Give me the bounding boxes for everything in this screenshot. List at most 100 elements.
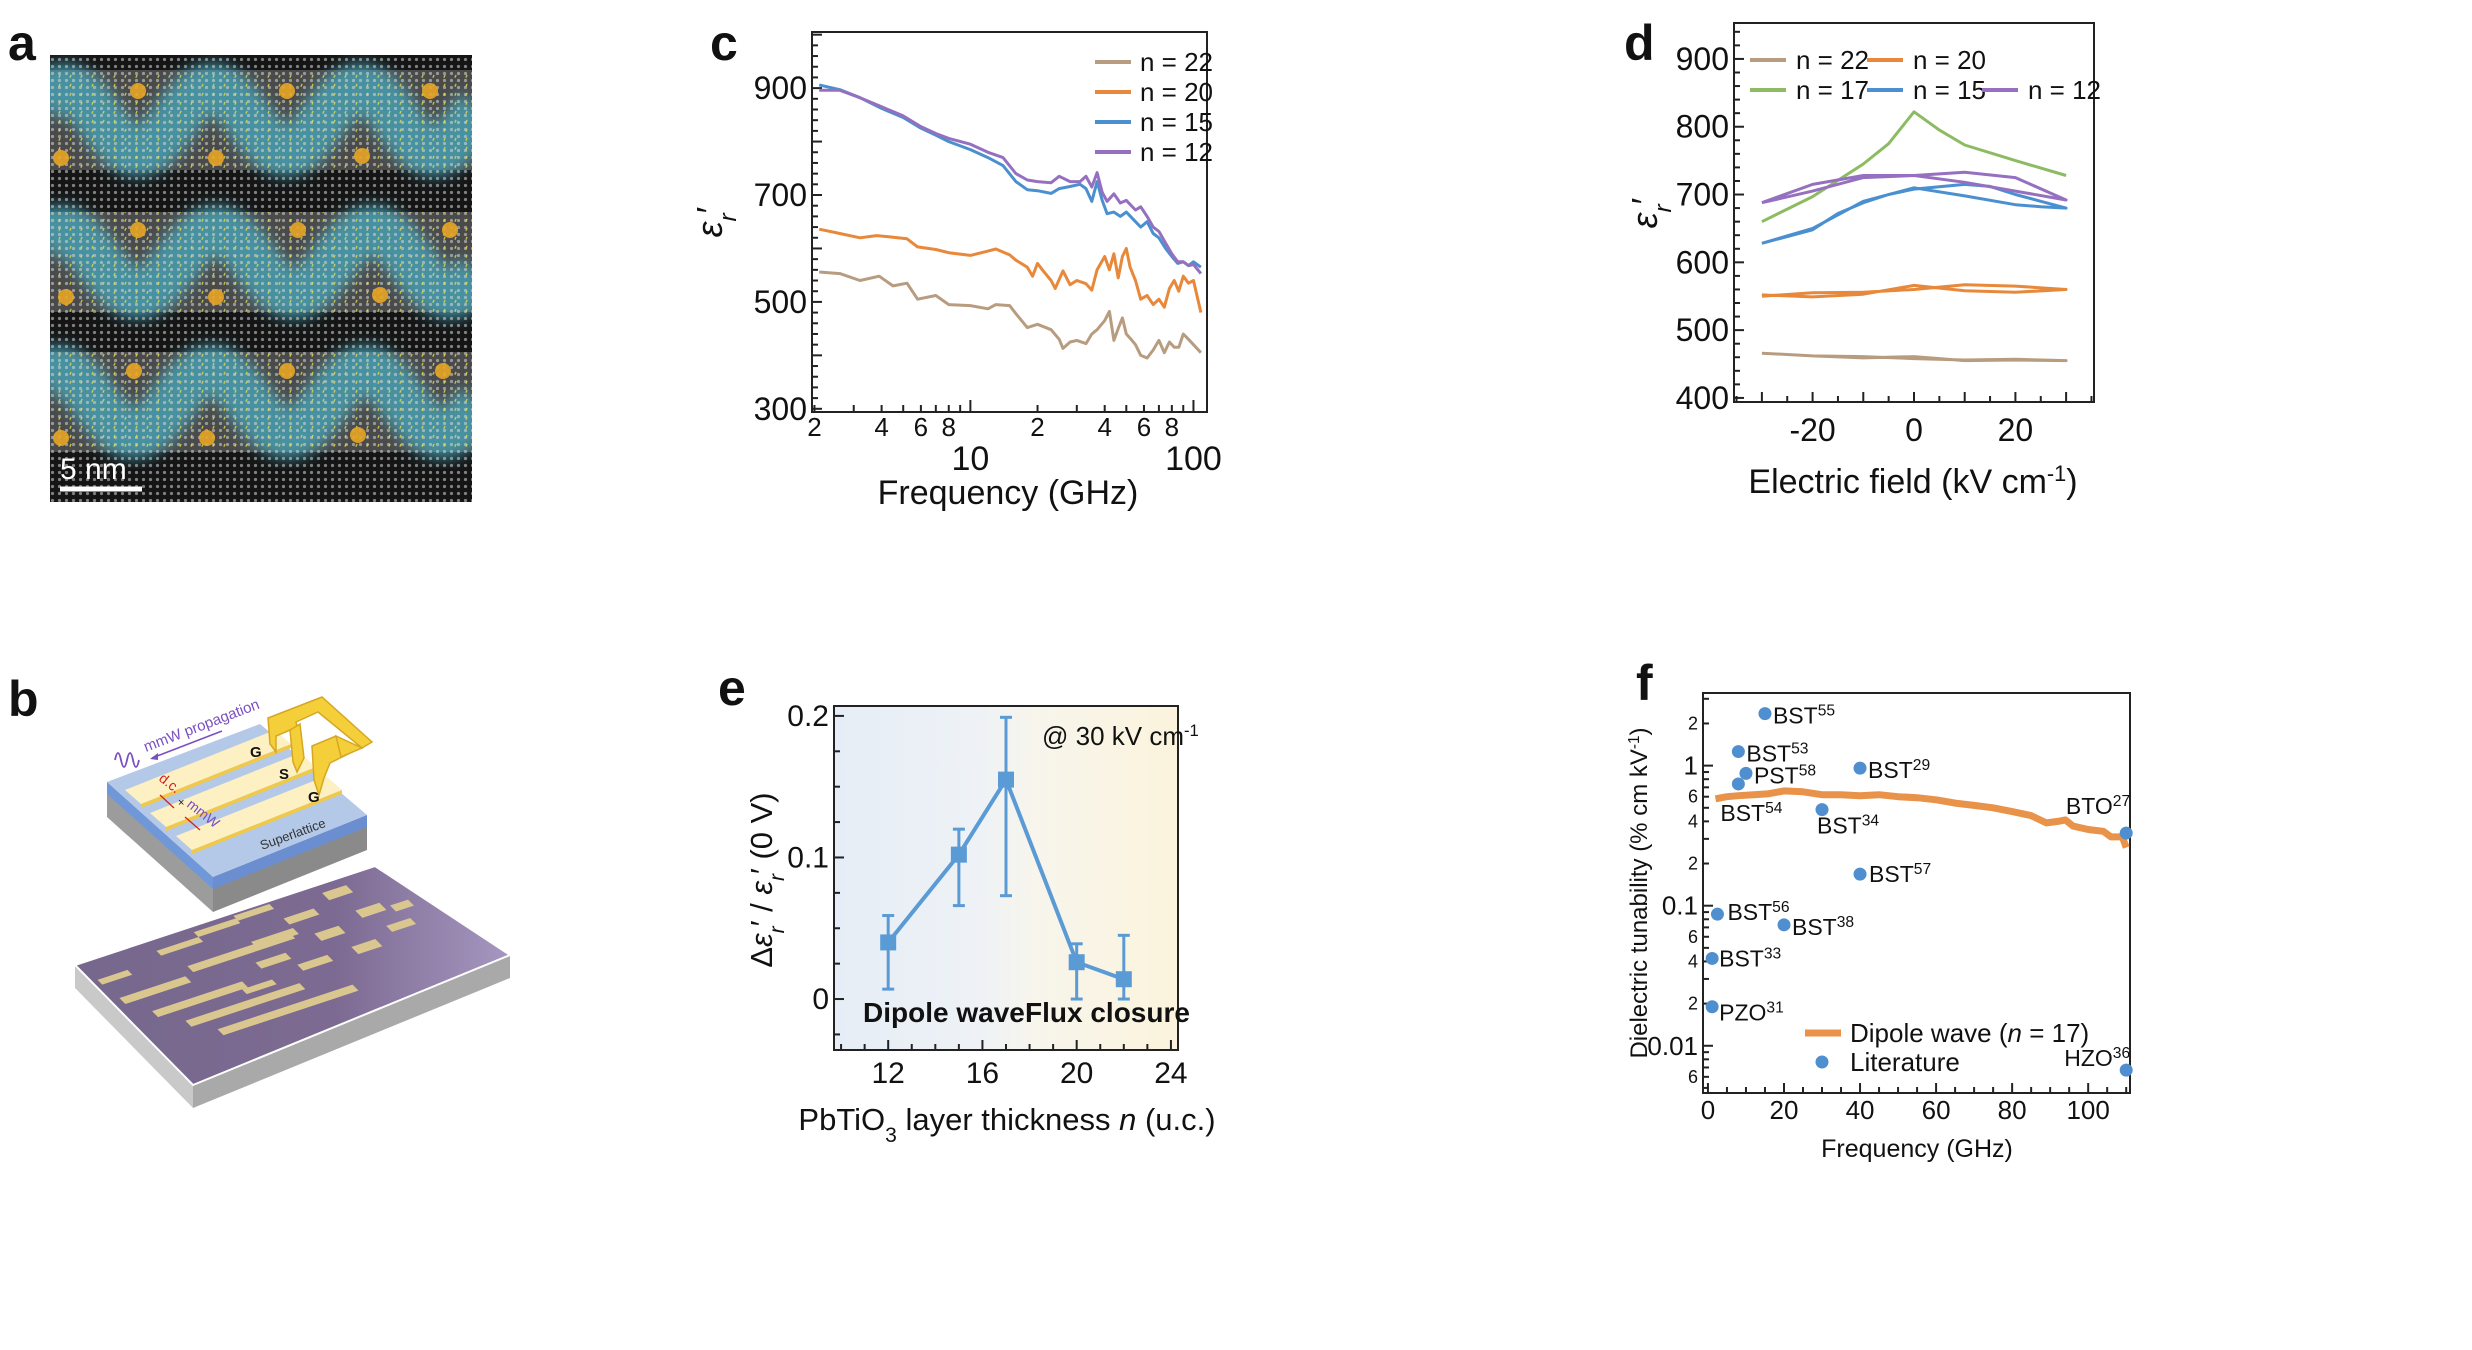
x-tick-label: 24: [1154, 1057, 1187, 1090]
x-axis-label-part: n: [1119, 1102, 1136, 1137]
dc-arrow: [159, 794, 175, 809]
legend-label: n = 15: [1140, 107, 1213, 137]
cpw-electrode: [150, 753, 316, 827]
legend-label: n = 17: [1796, 75, 1869, 105]
legend-label: n = 22: [1140, 47, 1213, 77]
vortex-core-dot: [130, 222, 146, 238]
literature-point: [1853, 867, 1867, 881]
x-tick-label: 12: [872, 1057, 905, 1090]
x-tick-label: 0: [1701, 1095, 1715, 1125]
x-tick-label: 0: [1905, 412, 1923, 448]
y-axis-label: Dielectric tunability (% cm kV-1): [1626, 727, 1654, 1058]
x-tick-label: 16: [966, 1057, 999, 1090]
y-axis-label-part: ′ (0 V): [744, 792, 779, 874]
x-tick-label: 20: [1770, 1095, 1799, 1125]
vortex-core-dot: [53, 430, 69, 446]
cross-mark-icon: ×: [178, 797, 184, 809]
cpw-electrode: [125, 730, 291, 804]
panel-label-b: b: [8, 671, 39, 727]
reference-number: 34: [1862, 812, 1880, 829]
panel-label-e: e: [718, 660, 746, 716]
x-tick-label: 60: [1922, 1095, 1951, 1125]
data-point-square: [950, 846, 967, 863]
chart-d-permittivity-vs-field: 400 500 600 700 800 900 -20 0 20 Electric field (…: [1624, 22, 2101, 502]
reference-number: 36: [2113, 1045, 2130, 1062]
series-line-n15: [818, 83, 1202, 269]
vortex-core-dot: [208, 289, 224, 305]
y-axis-label-part: r: [766, 873, 789, 881]
y-tick-label: 900: [754, 70, 807, 106]
data-point-square: [1068, 954, 1085, 971]
electrode-pad: [390, 899, 414, 912]
literature-point: [2119, 826, 2133, 840]
x-axis-label: Electric field (kV cm-1): [1748, 461, 2077, 502]
literature-point: [2119, 1063, 2133, 1077]
electrode-pad: [97, 969, 133, 985]
x-axis-label-part: layer thickness: [897, 1102, 1119, 1137]
reference-number: 54: [1765, 799, 1783, 816]
x-tick-label: 80: [1998, 1095, 2027, 1125]
legend-label-dipole-wave-part: Dipole wave (: [1850, 1018, 2008, 1048]
y-tick-label: 700: [1676, 177, 1729, 213]
y-axis-label-part: ′ /: [744, 895, 779, 927]
panel-label-c: c: [710, 15, 738, 71]
material-name: BST: [1719, 945, 1764, 971]
y-tick-label: 6: [1688, 787, 1698, 807]
series-line-n12: [819, 88, 1203, 275]
panel-label-f: f: [1636, 655, 1653, 711]
material-name: BST: [1727, 899, 1772, 925]
literature-point: [1705, 951, 1719, 965]
literature-point-label: BST29: [1868, 757, 1930, 784]
y-axis-label-part: ): [1626, 727, 1653, 735]
stem-image-panel: 5 nm: [50, 55, 472, 502]
y-axis-label-part: r: [715, 213, 742, 222]
y-axis-label: Δεr′ / εr′ (0 V): [744, 792, 789, 967]
y-axis-label-part: r: [1650, 204, 1677, 213]
literature-point-label: PST58: [1754, 762, 1816, 789]
electrode-pad: [297, 954, 334, 971]
legend-swatch-literature: [1815, 1055, 1829, 1069]
material-name: BST: [1720, 800, 1765, 826]
x-tick-label: 2: [807, 412, 821, 442]
x-axis-label-part: 3: [885, 1124, 897, 1147]
y-tick-label: 900: [1676, 41, 1729, 77]
literature-point-label: BST53: [1746, 740, 1808, 767]
electrode-pad: [355, 902, 387, 918]
legend-label: n = 12: [2028, 75, 2101, 105]
x-axis-label-part: Electric field (kV cm: [1748, 463, 2047, 501]
data-point-square: [880, 934, 897, 951]
y-axis-label-part: ε: [1624, 211, 1665, 228]
signal-label: S: [279, 766, 289, 783]
region-label-flux-closure: Flux closure: [1025, 997, 1190, 1028]
series-line-n15: [1761, 182, 2068, 245]
chip-photo: [73, 864, 513, 1108]
reference-number: 33: [1764, 945, 1781, 962]
vortex-core-dot: [208, 150, 224, 166]
x-tick-label: -20: [1789, 412, 1835, 448]
vortex-core-dot: [422, 83, 438, 99]
literature-point: [1853, 761, 1867, 775]
polar-arrows: [50, 212, 472, 312]
x-axis-label: Frequency (GHz): [878, 474, 1139, 512]
material-name: BTO: [2066, 793, 2113, 819]
literature-point-label: BST55: [1773, 702, 1835, 729]
y-tick-label: 1: [1684, 751, 1698, 781]
cpw-electrode: [176, 776, 342, 850]
material-name: BST: [1746, 741, 1791, 767]
y-axis-label-part: -1: [1626, 735, 1643, 749]
series-line-n12: [1761, 170, 2068, 205]
y-axis-label-part: r: [766, 925, 789, 933]
series-line-n22: [1761, 351, 2068, 363]
reference-number: 57: [1914, 861, 1931, 878]
y-tick-label: 0.1: [787, 841, 829, 874]
x-tick-label: 100: [1165, 440, 1222, 478]
electrode-edge: [141, 744, 291, 808]
vortex-core-dot: [354, 148, 370, 164]
electrode-pad: [119, 976, 192, 1005]
x-tick-label: 10: [951, 440, 989, 478]
material-name: HZO: [2064, 1045, 2113, 1071]
polar-arrows: [50, 70, 472, 170]
x-axis-label-part: PbTiO: [798, 1102, 885, 1137]
series-line-n22: [819, 270, 1203, 360]
